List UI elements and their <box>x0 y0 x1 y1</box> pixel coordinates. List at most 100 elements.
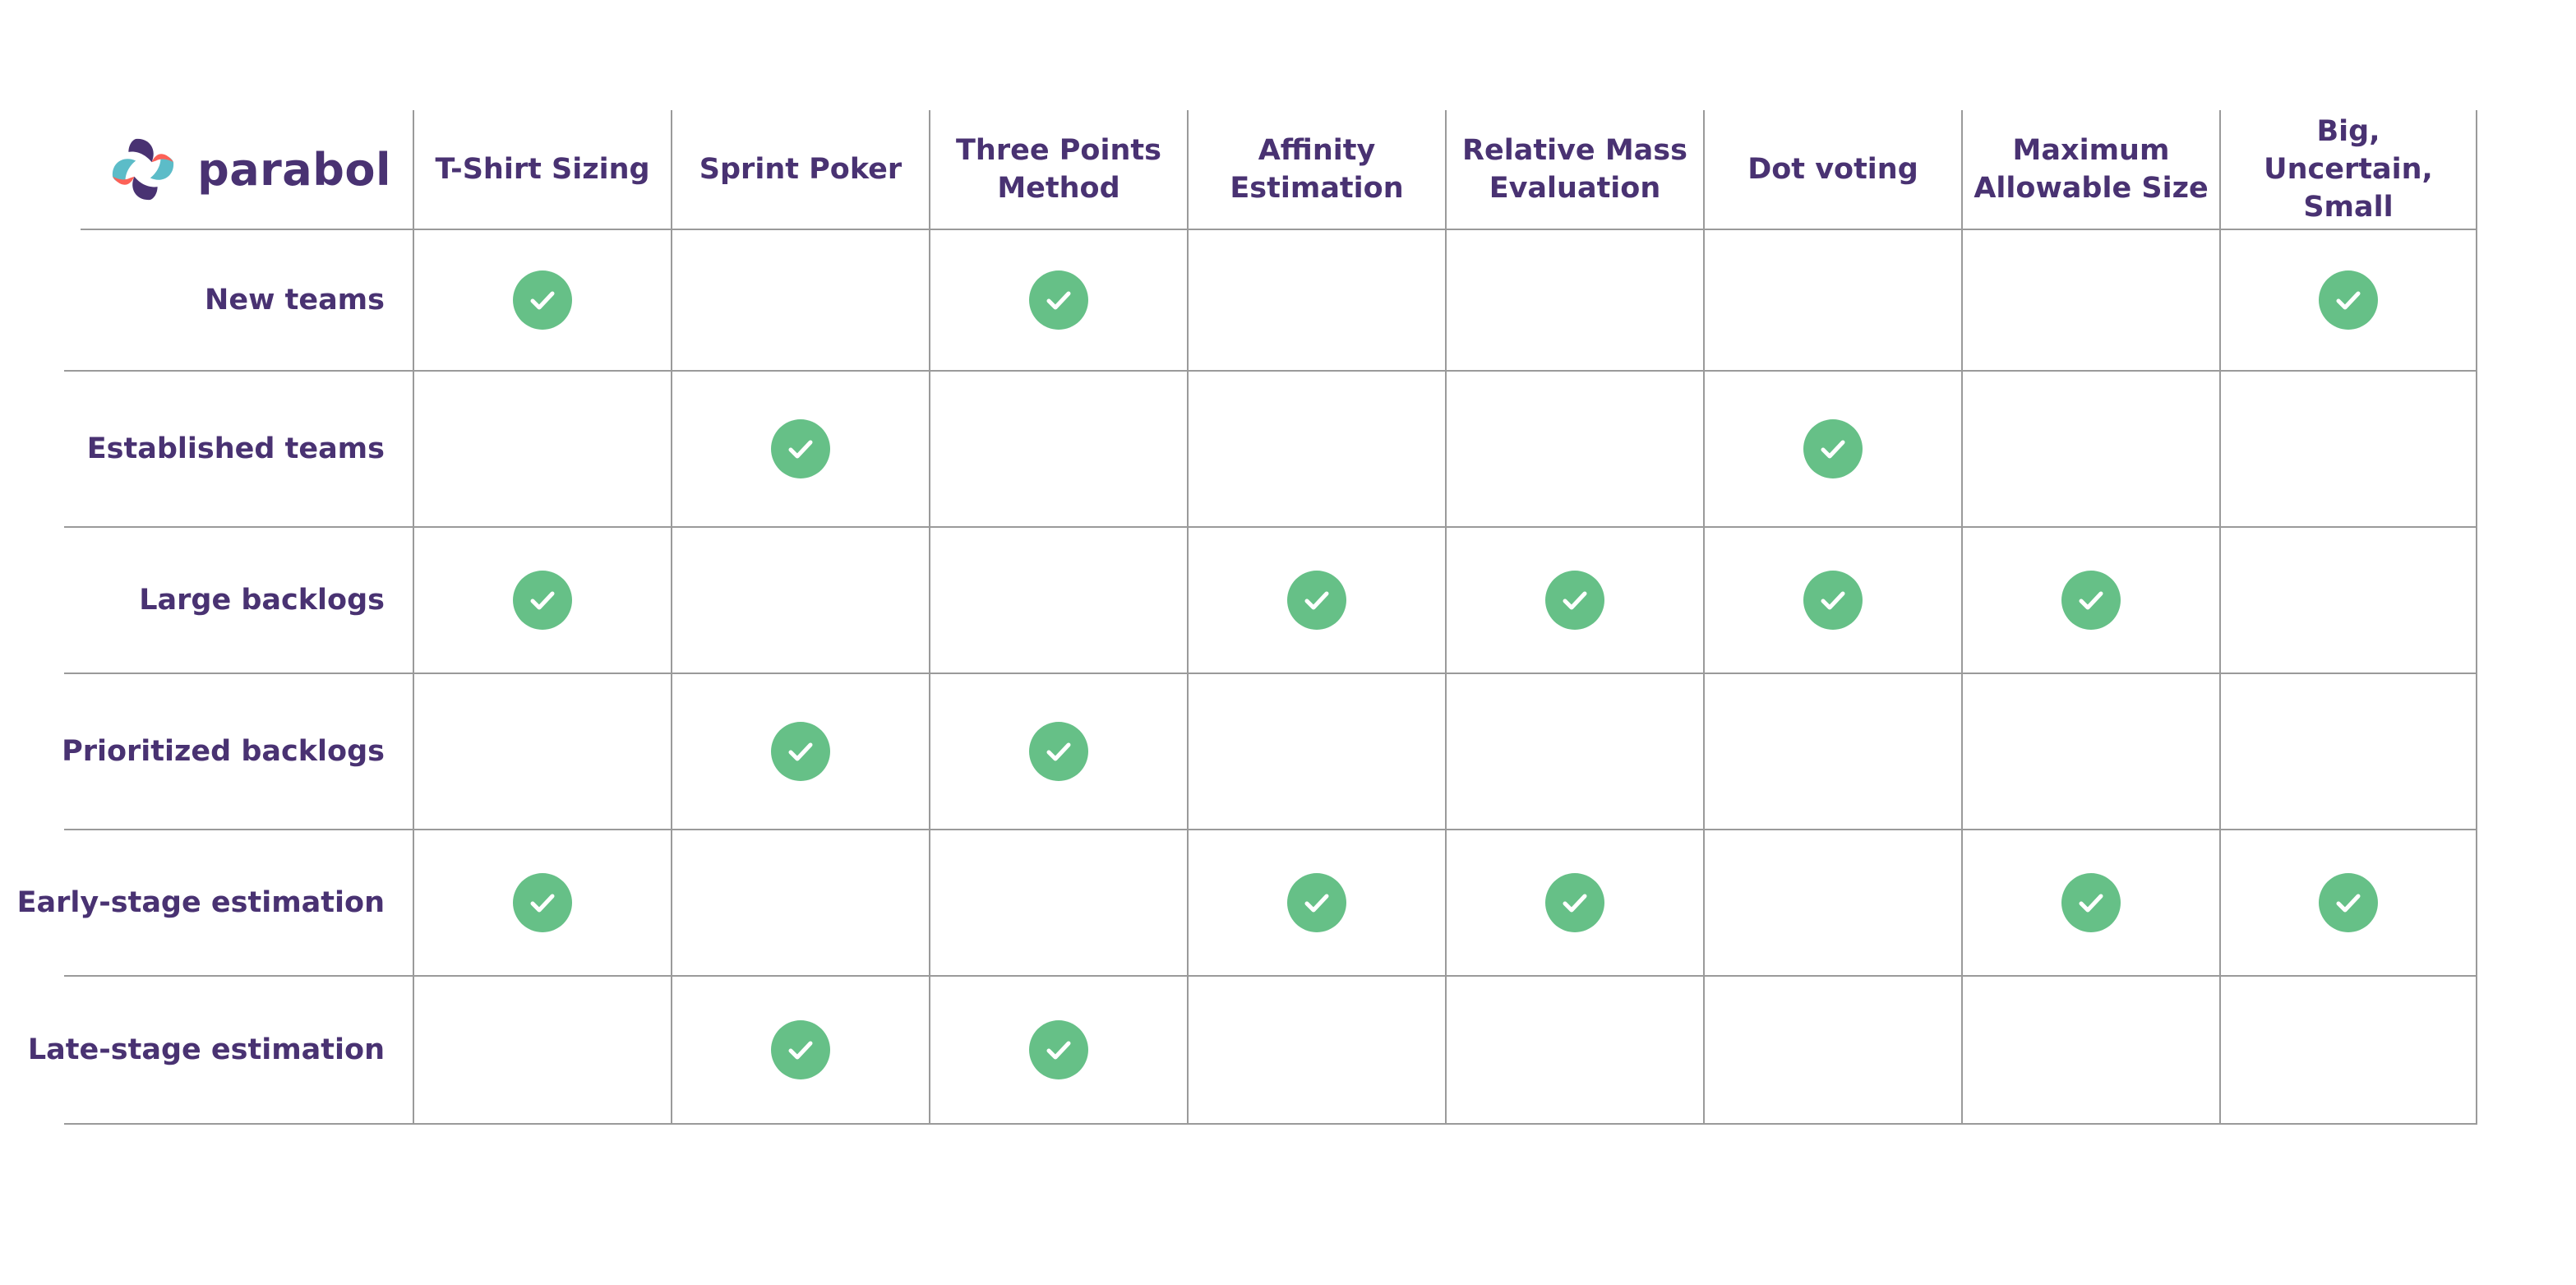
matrix-cell-tshirt <box>413 372 671 528</box>
check-circle-icon <box>1545 873 1604 932</box>
matrix-cell-poker <box>671 977 929 1125</box>
check-circle-icon <box>513 873 572 932</box>
check-circle-icon <box>2061 571 2121 630</box>
matrix-cell-poker <box>671 528 929 674</box>
matrix-cell-dotvoting <box>1703 230 1961 372</box>
row-label: Early-stage estimation <box>17 830 413 977</box>
matrix-cell-maxsize <box>1961 528 2219 674</box>
check-circle-icon <box>513 571 572 630</box>
check-circle-icon <box>1287 571 1346 630</box>
matrix-cell-maxsize <box>1961 674 2219 830</box>
matrix-cell-maxsize <box>1961 230 2219 372</box>
check-circle-icon <box>1287 873 1346 932</box>
matrix-cell-threepoints <box>929 977 1187 1125</box>
matrix-cell-threepoints <box>929 372 1187 528</box>
column-header-line: Dot voting <box>1747 153 1918 186</box>
check-circle-icon <box>2319 270 2378 330</box>
column-header-line: Sprint Poker <box>699 153 903 186</box>
logo-cell: parabol <box>81 110 413 230</box>
matrix-cell-affinity <box>1187 528 1445 674</box>
column-header-line: Small <box>2303 191 2394 224</box>
column-header-affinity: Affinity Estimation <box>1187 110 1445 230</box>
column-header-label: Three Points Method <box>956 132 1161 207</box>
matrix-cell-relativemass <box>1445 977 1703 1125</box>
matrix-cell-maxsize <box>1961 830 2219 977</box>
matrix-cell-tshirt <box>413 528 671 674</box>
parabol-logo: parabol <box>107 133 391 206</box>
check-circle-icon <box>1803 571 1863 630</box>
column-header-tshirt: T-Shirt Sizing <box>413 110 671 230</box>
matrix-cell-poker <box>671 830 929 977</box>
matrix-cell-tshirt <box>413 674 671 830</box>
column-header-line: Method <box>997 172 1120 205</box>
matrix-cell-tshirt <box>413 230 671 372</box>
column-header-line: Evaluation <box>1489 172 1661 205</box>
matrix-cell-dotvoting <box>1703 674 1961 830</box>
column-header-line: Three Points <box>956 134 1161 167</box>
row-label: Prioritized backlogs <box>62 674 413 830</box>
column-header-threepoints: Three Points Method <box>929 110 1187 230</box>
matrix-cell-maxsize <box>1961 977 2219 1125</box>
column-header-maxsize: Maximum Allowable Size <box>1961 110 2219 230</box>
row-label: Large backlogs <box>64 528 413 674</box>
matrix-cell-affinity <box>1187 230 1445 372</box>
matrix-cell-bus <box>2219 372 2477 528</box>
estimation-method-matrix: parabol T-Shirt Sizing Sprint Poker Three P… <box>17 110 2477 1125</box>
parabol-logo-icon <box>107 133 179 206</box>
column-header-line: Relative Mass <box>1462 134 1687 167</box>
column-header-label: T-Shirt Sizing <box>435 150 649 188</box>
check-circle-icon <box>1545 571 1604 630</box>
matrix-cell-dotvoting <box>1703 830 1961 977</box>
check-circle-icon <box>2319 873 2378 932</box>
column-header-line: Allowable Size <box>1974 172 2209 205</box>
check-circle-icon <box>2061 873 2121 932</box>
matrix-cell-relativemass <box>1445 528 1703 674</box>
row-label: New teams <box>64 230 413 372</box>
matrix-cell-bus <box>2219 830 2477 977</box>
matrix-cell-poker <box>671 372 929 528</box>
column-header-label: Sprint Poker <box>699 150 902 188</box>
column-header-dotvoting: Dot voting <box>1703 110 1961 230</box>
check-circle-icon <box>513 270 572 330</box>
matrix-cell-tshirt <box>413 830 671 977</box>
column-header-poker: Sprint Poker <box>671 110 929 230</box>
matrix-cell-relativemass <box>1445 674 1703 830</box>
matrix-cell-relativemass <box>1445 830 1703 977</box>
matrix-cell-tshirt <box>413 977 671 1125</box>
matrix-cell-affinity <box>1187 372 1445 528</box>
column-header-label: Big, Uncertain, Small <box>2231 113 2466 226</box>
matrix-cell-affinity <box>1187 977 1445 1125</box>
matrix-cell-bus <box>2219 230 2477 372</box>
matrix-cell-poker <box>671 230 929 372</box>
column-header-relativemass: Relative Mass Evaluation <box>1445 110 1703 230</box>
column-header-line: Affinity <box>1258 134 1376 167</box>
matrix-cell-bus <box>2219 674 2477 830</box>
column-header-bus: Big, Uncertain, Small <box>2219 110 2477 230</box>
column-header-label: Relative Mass Evaluation <box>1462 132 1687 207</box>
check-circle-icon <box>1029 270 1088 330</box>
matrix-cell-bus <box>2219 977 2477 1125</box>
matrix-cell-bus <box>2219 528 2477 674</box>
column-header-line: T-Shirt Sizing <box>435 153 650 186</box>
matrix-cell-maxsize <box>1961 372 2219 528</box>
matrix-cell-relativemass <box>1445 230 1703 372</box>
column-header-line: Big, Uncertain, <box>2264 115 2433 186</box>
check-circle-icon <box>1029 722 1088 781</box>
column-header-line: Maximum <box>2012 134 2170 167</box>
brand-name: parabol <box>197 143 391 196</box>
matrix-cell-dotvoting <box>1703 528 1961 674</box>
matrix-cell-relativemass <box>1445 372 1703 528</box>
matrix-cell-threepoints <box>929 528 1187 674</box>
check-circle-icon <box>1029 1020 1088 1079</box>
check-circle-icon <box>771 722 830 781</box>
matrix-cell-threepoints <box>929 674 1187 830</box>
check-circle-icon <box>771 1020 830 1079</box>
row-label: Late-stage estimation <box>28 977 413 1125</box>
matrix-cell-threepoints <box>929 830 1187 977</box>
matrix-cell-affinity <box>1187 674 1445 830</box>
column-header-label: Affinity Estimation <box>1230 132 1403 207</box>
matrix-cell-affinity <box>1187 830 1445 977</box>
matrix-cell-dotvoting <box>1703 977 1961 1125</box>
matrix-cell-poker <box>671 674 929 830</box>
matrix-cell-dotvoting <box>1703 372 1961 528</box>
